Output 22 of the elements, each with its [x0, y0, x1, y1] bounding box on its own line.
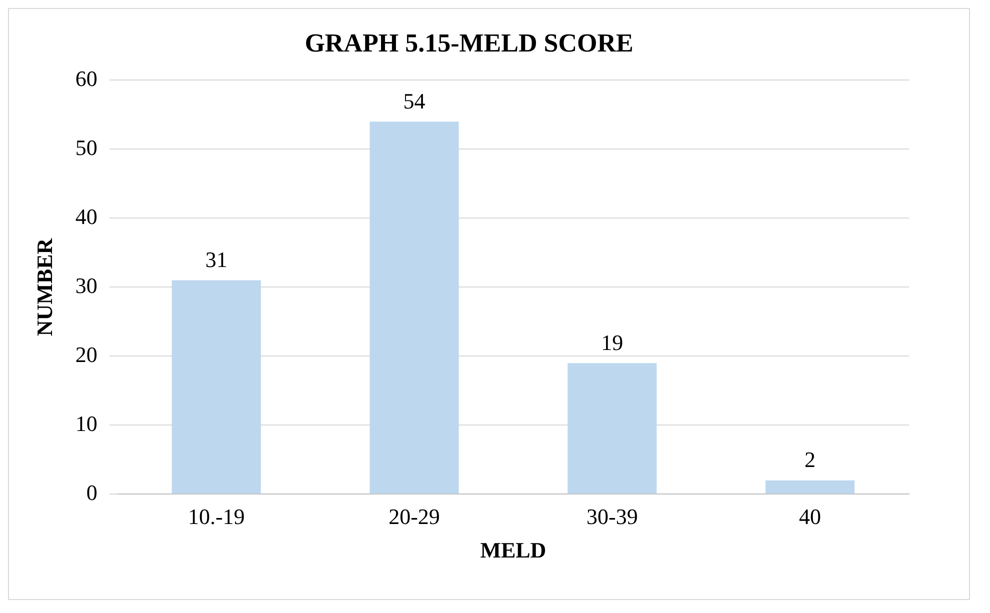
y-tick-label: 0: [86, 480, 98, 505]
y-tick-label: 50: [75, 134, 98, 160]
y-tick-label: 40: [75, 204, 98, 229]
x-tick-label: 20-29: [388, 504, 440, 530]
x-tick-label: 30-39: [586, 504, 638, 530]
y-tick-label: 10: [75, 410, 98, 436]
bar: [370, 122, 459, 494]
bar: [172, 280, 261, 494]
y-tick-label: 20: [75, 342, 98, 367]
y-tick-label: 60: [75, 66, 98, 91]
data-label: 54: [403, 88, 426, 114]
x-tick-label: 40: [799, 504, 822, 530]
chart-title: GRAPH 5.15-MELD SCORE: [304, 28, 634, 58]
y-axis-title: NUMBER: [32, 237, 57, 336]
data-label: 31: [205, 247, 228, 272]
x-axis-title: MELD: [480, 537, 546, 562]
bar: [568, 363, 657, 494]
y-tick-label: 30: [75, 272, 98, 298]
bar: [766, 480, 855, 494]
data-label: 2: [804, 447, 816, 472]
data-label: 19: [601, 330, 624, 355]
x-tick-label: 10.-19: [188, 504, 245, 530]
